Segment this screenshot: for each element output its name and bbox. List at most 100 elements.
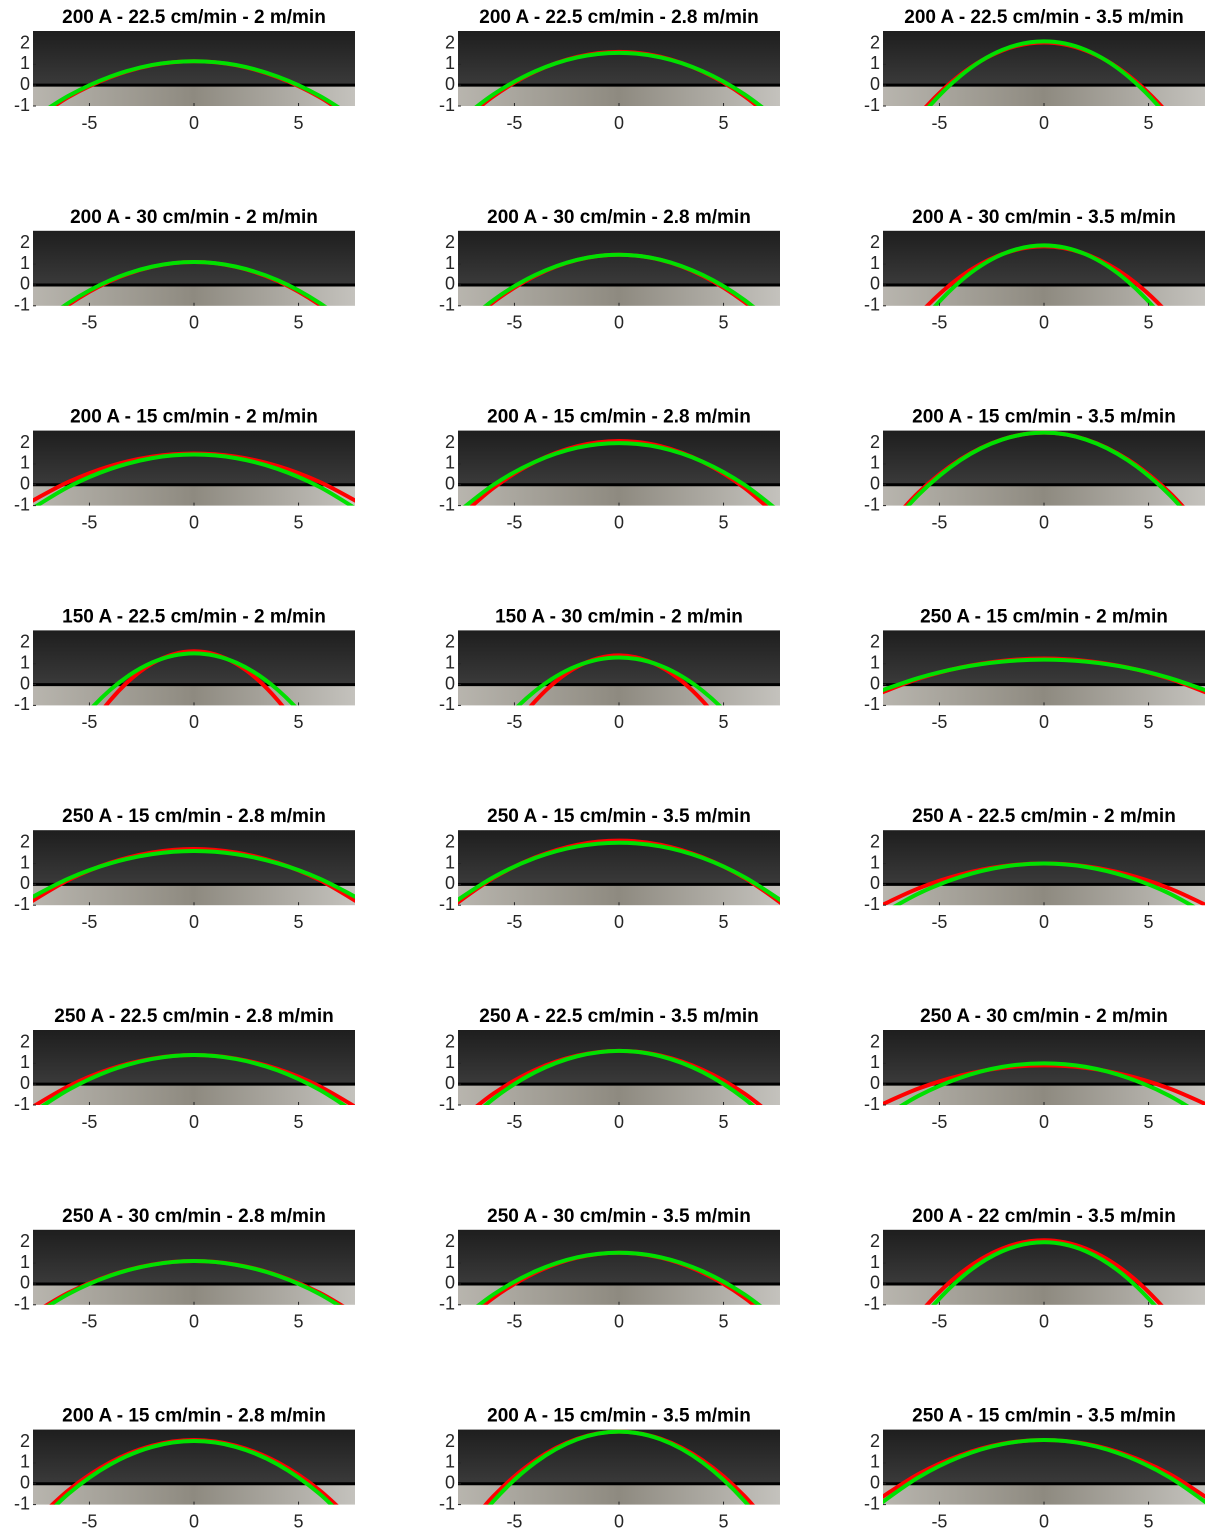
x-tick-label: 5 bbox=[1144, 113, 1154, 133]
y-tick-label: 0 bbox=[20, 1073, 30, 1093]
y-tick-label: -1 bbox=[864, 694, 880, 714]
photo-base bbox=[883, 284, 1205, 306]
x-tick-label: 5 bbox=[294, 712, 304, 732]
profile-curve bbox=[898, 1061, 1190, 1105]
x-tick-label: 5 bbox=[294, 1511, 304, 1530]
profile-curve bbox=[924, 1238, 1164, 1305]
x-tick-label: -5 bbox=[81, 912, 97, 932]
x-tick-label: 0 bbox=[189, 113, 199, 133]
x-tick-label: -5 bbox=[506, 1312, 522, 1332]
x-tick-label: 0 bbox=[1039, 1112, 1049, 1132]
x-tick-label: 5 bbox=[294, 912, 304, 932]
profile-curve bbox=[53, 1439, 335, 1505]
y-tick-label: 2 bbox=[20, 831, 30, 851]
x-tick-label: -5 bbox=[506, 512, 522, 532]
x-tick-label: -5 bbox=[931, 512, 947, 532]
y-tick-label: 2 bbox=[870, 232, 880, 252]
photo-top bbox=[883, 1229, 1205, 1284]
subplot-title: 250 A - 15 cm/min - 2 m/min bbox=[920, 606, 1168, 627]
y-tick-label: -1 bbox=[14, 1094, 30, 1114]
x-tick-label: 5 bbox=[719, 1312, 729, 1332]
y-tick-label: -1 bbox=[439, 894, 455, 914]
y-tick-label: -1 bbox=[439, 1294, 455, 1314]
x-tick-label: -5 bbox=[81, 1511, 97, 1530]
y-tick-label: 2 bbox=[870, 1431, 880, 1451]
y-tick-label: -1 bbox=[14, 295, 30, 315]
x-tick-label: 0 bbox=[614, 1112, 624, 1132]
x-tick-label: 5 bbox=[1144, 313, 1154, 333]
subplot-title: 200 A - 30 cm/min - 2 m/min bbox=[70, 207, 318, 228]
photo-top bbox=[33, 230, 355, 285]
x-tick-label: 5 bbox=[719, 113, 729, 133]
x-tick-label: -5 bbox=[931, 113, 947, 133]
photo-base bbox=[33, 284, 355, 306]
x-tick-label: 0 bbox=[1039, 113, 1049, 133]
y-tick-label: 1 bbox=[20, 53, 30, 73]
x-tick-label: 0 bbox=[189, 1511, 199, 1530]
x-tick-label: 5 bbox=[719, 512, 729, 532]
x-tick-label: 0 bbox=[1039, 912, 1049, 932]
subplot-title: 200 A - 15 cm/min - 2.8 m/min bbox=[487, 407, 751, 428]
subplot-title: 150 A - 22.5 cm/min - 2 m/min bbox=[62, 606, 326, 627]
subplot-title: 200 A - 22.5 cm/min - 2 m/min bbox=[62, 7, 326, 28]
y-tick-label: 1 bbox=[20, 1252, 30, 1272]
x-tick-label: -5 bbox=[931, 1312, 947, 1332]
x-tick-label: 0 bbox=[1039, 313, 1049, 333]
y-tick-label: 2 bbox=[20, 432, 30, 452]
photo-top bbox=[458, 1030, 780, 1085]
y-tick-label: 1 bbox=[445, 53, 455, 73]
subplot-title: 200 A - 22 cm/min - 3.5 m/min bbox=[912, 1206, 1176, 1227]
y-tick-label: 2 bbox=[445, 1031, 455, 1051]
y-tick-label: 1 bbox=[445, 253, 455, 273]
y-tick-label: -1 bbox=[439, 1094, 455, 1114]
x-tick-label: 0 bbox=[189, 512, 199, 532]
y-tick-label: -1 bbox=[14, 494, 30, 514]
subplot-title: 200 A - 15 cm/min - 2 m/min bbox=[70, 407, 318, 428]
y-tick-label: 1 bbox=[870, 253, 880, 273]
x-tick-label: 0 bbox=[189, 712, 199, 732]
y-tick-label: 1 bbox=[20, 652, 30, 672]
x-tick-label: 0 bbox=[614, 313, 624, 333]
photo-top bbox=[883, 1429, 1205, 1484]
photo-top bbox=[33, 31, 355, 86]
photo-base bbox=[883, 1483, 1205, 1505]
profile-curve bbox=[482, 1048, 756, 1105]
profile-curve bbox=[474, 50, 764, 106]
subplot-title: 200 A - 30 cm/min - 2.8 m/min bbox=[487, 207, 751, 228]
x-tick-label: 0 bbox=[189, 912, 199, 932]
x-tick-label: 5 bbox=[719, 712, 729, 732]
y-tick-label: 2 bbox=[445, 32, 455, 52]
profile-curve bbox=[487, 1429, 751, 1505]
y-tick-label: 0 bbox=[20, 474, 30, 494]
y-tick-label: -1 bbox=[864, 494, 880, 514]
y-tick-label: 2 bbox=[20, 232, 30, 252]
photo-top bbox=[33, 630, 355, 685]
subplot-title: 250 A - 15 cm/min - 3.5 m/min bbox=[912, 1406, 1176, 1427]
photo-base bbox=[883, 85, 1205, 106]
x-tick-label: 5 bbox=[1144, 712, 1154, 732]
y-tick-label: -1 bbox=[864, 95, 880, 115]
profile-curve bbox=[932, 243, 1156, 306]
photo-base bbox=[458, 85, 780, 106]
subplot-title: 250 A - 22.5 cm/min - 3.5 m/min bbox=[479, 1006, 758, 1027]
subplot-title: 150 A - 30 cm/min - 2 m/min bbox=[495, 606, 743, 627]
x-tick-label: 5 bbox=[719, 1511, 729, 1530]
y-tick-label: 2 bbox=[870, 32, 880, 52]
y-tick-label: -1 bbox=[439, 494, 455, 514]
profile-curve bbox=[883, 657, 1205, 693]
photo-top bbox=[33, 1229, 355, 1284]
subplot-title: 200 A - 30 cm/min - 3.5 m/min bbox=[912, 207, 1176, 228]
subplot-title: 200 A - 15 cm/min - 2.8 m/min bbox=[62, 1406, 326, 1427]
photo-base bbox=[33, 884, 355, 906]
